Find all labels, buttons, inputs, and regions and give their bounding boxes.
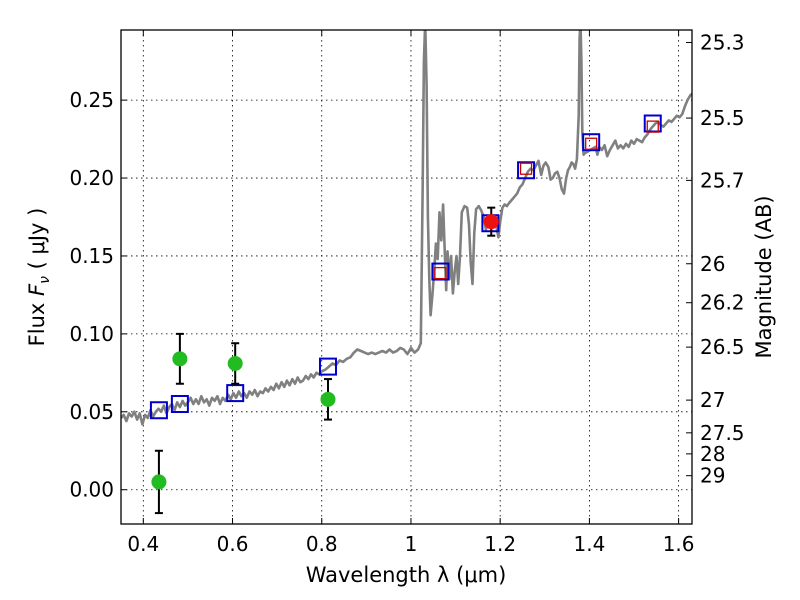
model-photometry-square [149, 401, 168, 420]
magnitude-tick-label: 25.7 [700, 168, 745, 192]
magnitude-tick-label: 25.5 [700, 106, 745, 130]
model-photometry-square [517, 161, 536, 180]
photometry-point [172, 351, 188, 367]
x-axis-label: Wavelength λ (μm) [306, 563, 507, 587]
y-axis-label-suffix: ( μJy ) [25, 208, 49, 276]
x-tick-label: 1.6 [663, 532, 695, 556]
magnitude-tick-label: 27.5 [700, 421, 745, 445]
measured-photometry-square [519, 162, 533, 175]
magnitude-tick-label: 26.5 [700, 335, 745, 359]
grid-lines [121, 30, 692, 524]
y-axis-label: Flux Fν ( μJy ) [25, 208, 53, 347]
photometry-point [227, 355, 243, 371]
axis-ticks [121, 30, 692, 524]
y-axis-label-var: F [25, 283, 49, 296]
magnitude-tick-label: 26.2 [700, 291, 745, 315]
x-tick-label: 1 [405, 532, 418, 556]
model-photometry-square [170, 395, 189, 414]
photometry-point [483, 214, 499, 230]
x-tick-label: 1.2 [484, 532, 516, 556]
magnitude-tick-label: 26 [700, 252, 725, 276]
magnitude-tick-label: 27 [700, 388, 725, 412]
measured-photometry-square [434, 266, 447, 280]
measured-photometry-square [585, 137, 598, 150]
y-tick-label: 0.05 [69, 400, 114, 424]
photometry-point [320, 391, 336, 407]
model-photometry-square [431, 262, 450, 281]
model-photometry-square [582, 133, 601, 152]
measured-photometry-square [646, 120, 659, 133]
y-tick-label: 0.00 [69, 478, 114, 502]
x-tick-label: 0.8 [306, 532, 338, 556]
magnitude-tick-label: 28 [700, 442, 725, 466]
x-tick-label: 0.6 [217, 532, 249, 556]
y-axis-label-sub: ν [37, 276, 53, 284]
data-markers [149, 114, 662, 515]
plot-frame [120, 29, 693, 525]
model-photometry-square [318, 357, 337, 376]
sed-model-line [121, 30, 692, 426]
y-tick-label: 0.15 [69, 244, 114, 268]
x-tick-label: 0.4 [127, 532, 159, 556]
tick-labels: 0.4 0.6 0.8 1 1.2 1.4 1.6 0.00 0.05 0.10 0.15 0.20 0… [69, 30, 744, 556]
photometry-point [151, 474, 167, 490]
y-axis-label-prefix: Flux [25, 296, 49, 346]
y-tick-label: 0.25 [69, 88, 114, 112]
model-photometry-square [226, 384, 245, 403]
magnitude-axis-label: Magnitude (AB) [752, 195, 776, 358]
y-tick-label: 0.20 [69, 166, 114, 190]
y-tick-label: 0.10 [69, 322, 114, 346]
magnitude-tick-label: 29 [700, 464, 725, 488]
plot-area [121, 30, 692, 515]
x-tick-label: 1.4 [573, 532, 605, 556]
magnitude-tick-label: 25.3 [700, 30, 745, 54]
